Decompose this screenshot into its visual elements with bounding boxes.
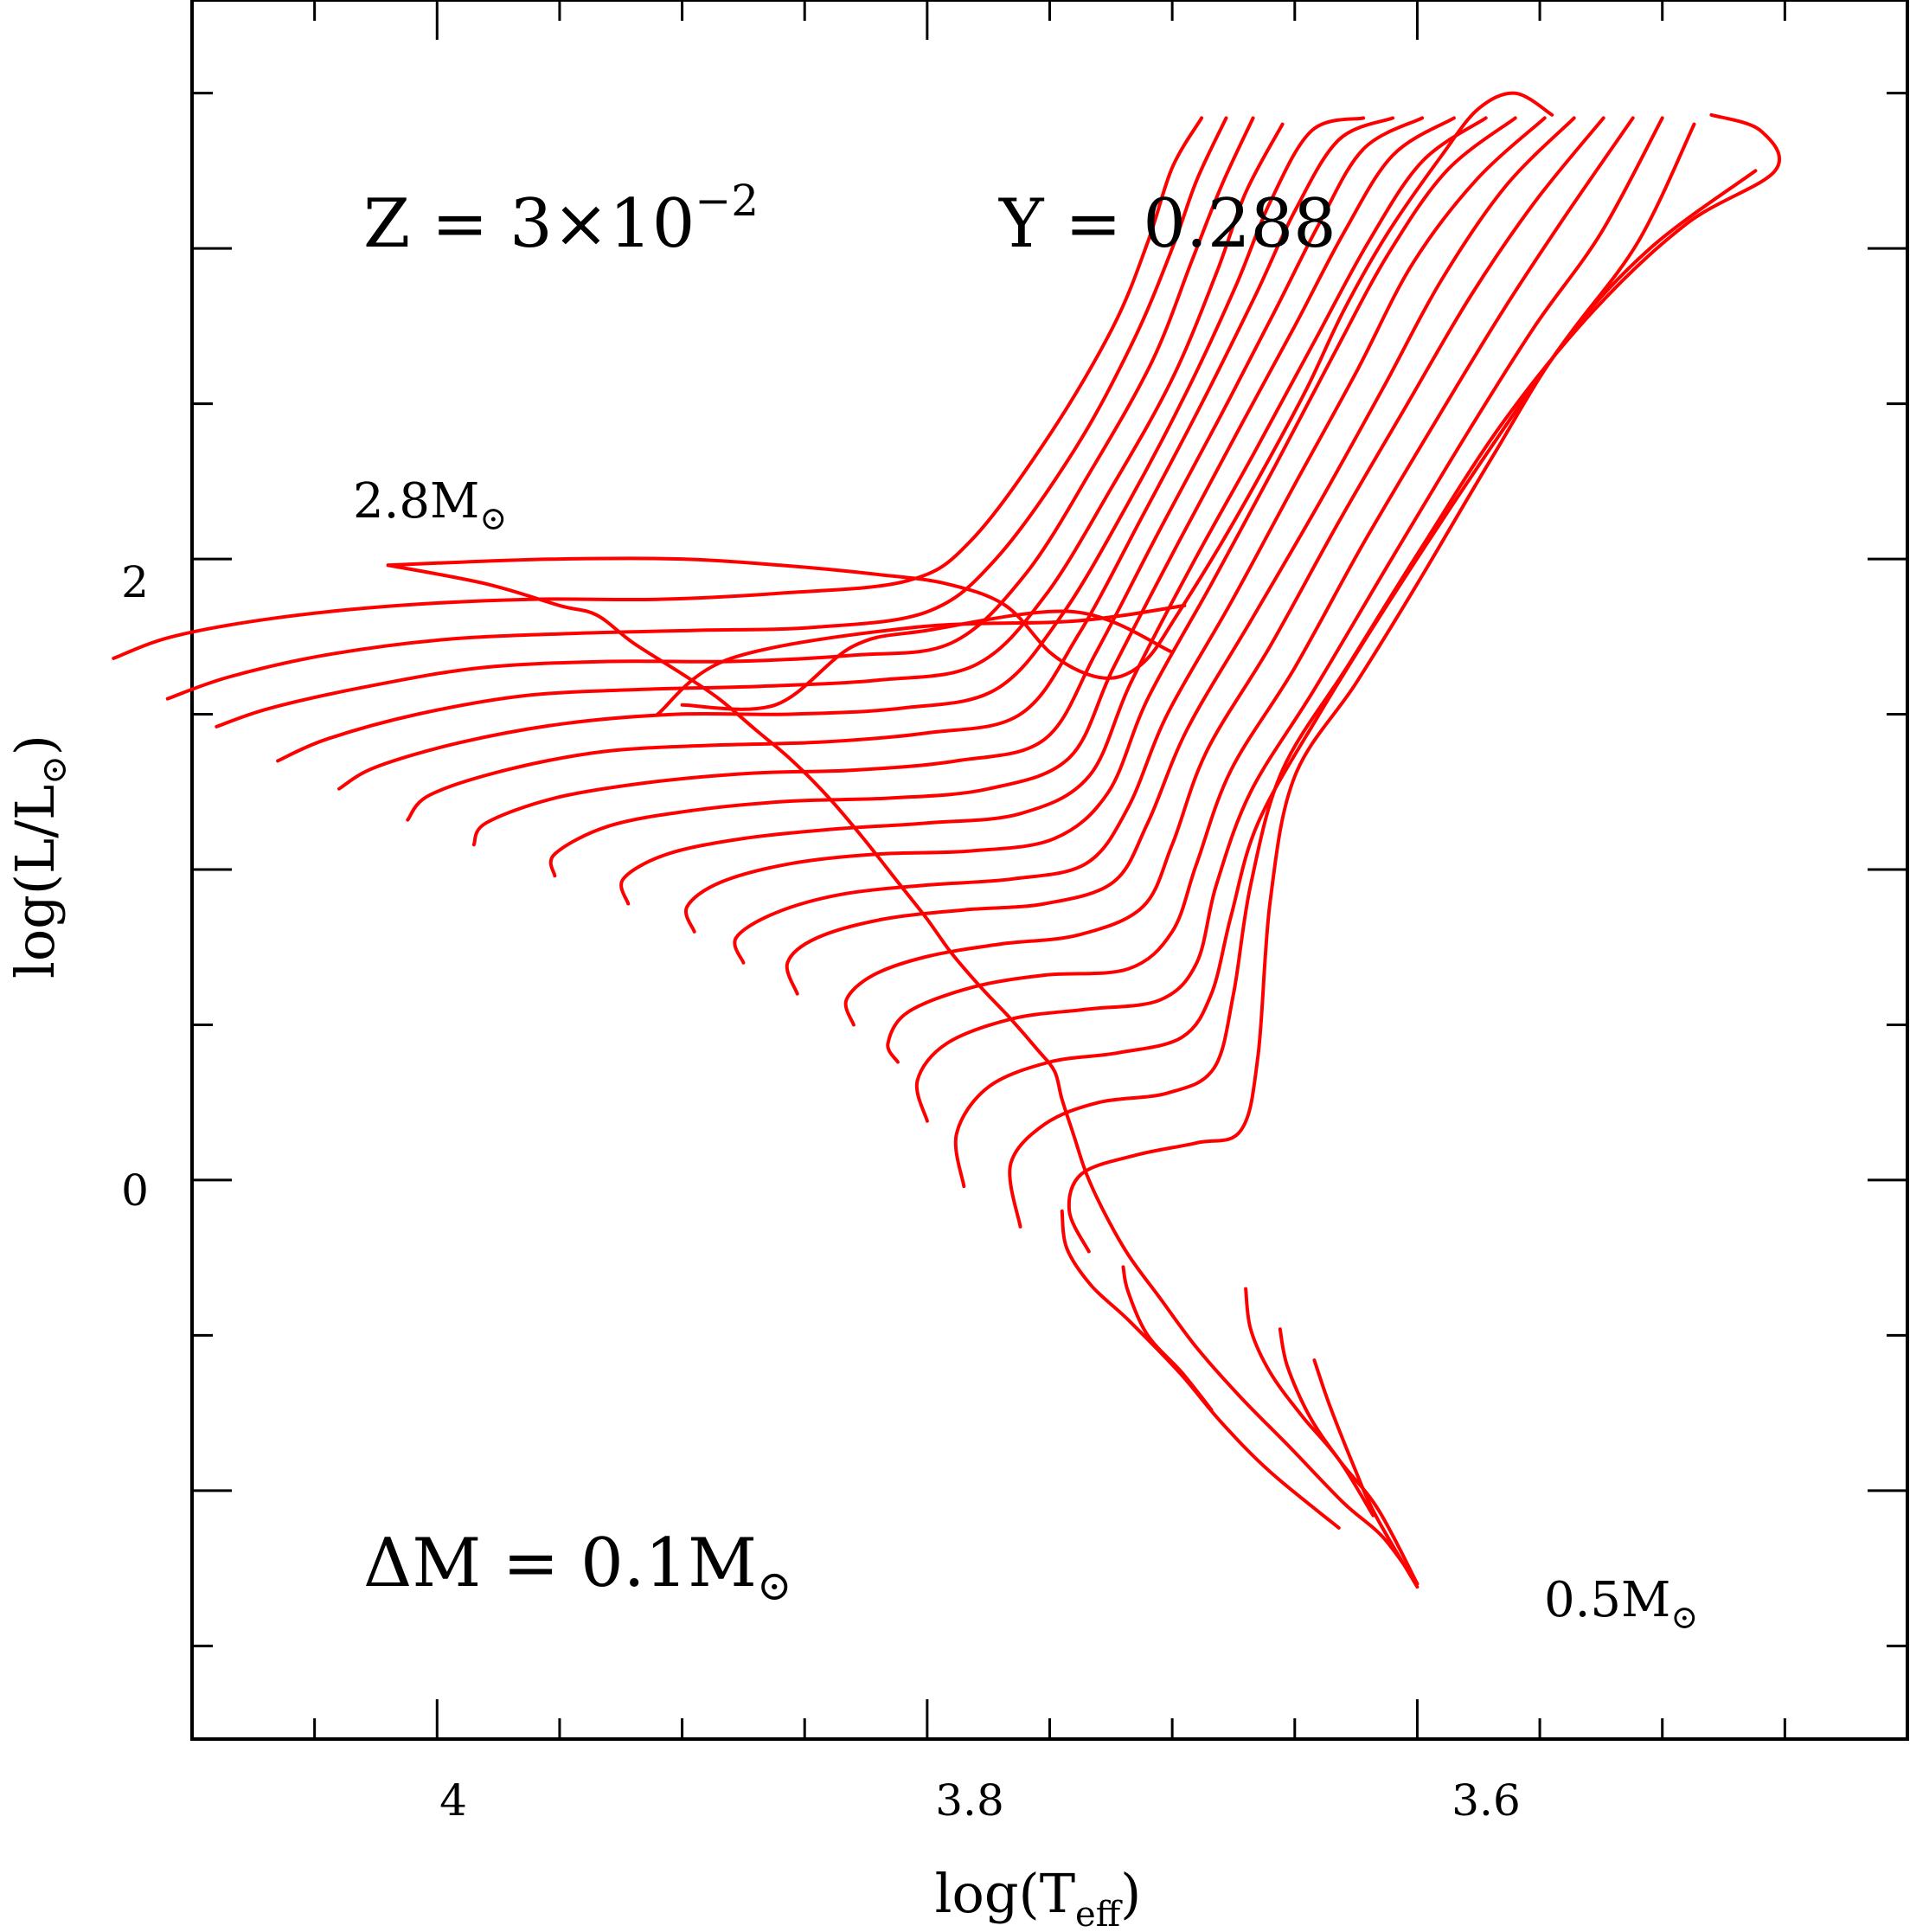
evolutionary-track-13 bbox=[684, 116, 1517, 934]
y-axis-label-end: ) bbox=[3, 735, 67, 755]
evolutionary-track-12 bbox=[733, 116, 1547, 965]
annotation-bottom-mass-base: 0.5M bbox=[1544, 1572, 1670, 1628]
annotation-top-mass-sun: ⊙ bbox=[479, 499, 507, 537]
annotation-bottom-mass-sun: ⊙ bbox=[1670, 1598, 1698, 1636]
evolutionary-track-4 bbox=[1060, 1209, 1341, 1530]
y-axis-label-sub: ⊙ bbox=[35, 755, 74, 785]
tick-layer bbox=[192, 0, 1907, 1739]
annotation-top-mass-base: 2.8M bbox=[353, 473, 479, 530]
annotation-metallicity-base: Z = 3×10 bbox=[363, 185, 695, 263]
evolutionary-track-22 bbox=[112, 116, 1204, 660]
y-tick-label: 2 bbox=[121, 557, 149, 607]
evolutionary-track-17 bbox=[406, 116, 1395, 822]
x-tick-label: 3.8 bbox=[935, 1775, 1004, 1826]
evolutionary-track-9 bbox=[886, 116, 1635, 1064]
evolutionary-track-24 bbox=[386, 563, 1420, 1586]
x-axis-label-sub: eff bbox=[1075, 1895, 1123, 1932]
x-axis-label: log(Teff) bbox=[935, 1862, 1142, 1932]
evolutionary-track-10 bbox=[843, 116, 1605, 1027]
x-tick-label: 4 bbox=[439, 1775, 467, 1826]
evolutionary-track-26 bbox=[656, 603, 1187, 716]
annotation-delta-mass-sun: ⊙ bbox=[757, 1562, 791, 1610]
y-axis-label: log(L/L⊙) bbox=[3, 735, 74, 979]
evolutionary-track-23 bbox=[386, 91, 1554, 680]
evolutionary-track-14 bbox=[619, 116, 1488, 906]
evolutionary-track-3 bbox=[1121, 1265, 1214, 1412]
evolutionary-track-18 bbox=[337, 116, 1366, 791]
evolutionary-track-2 bbox=[1244, 1287, 1375, 1518]
evolutionary-track-8 bbox=[914, 116, 1664, 1123]
evolutionary-track-11 bbox=[785, 116, 1576, 996]
evolutionary-track-0 bbox=[1312, 1358, 1420, 1589]
evolutionary-track-19 bbox=[276, 122, 1285, 763]
annotation-delta-mass: ΔM = 0.1M⊙ bbox=[363, 1524, 791, 1610]
y-tick-label: 0 bbox=[121, 1165, 149, 1216]
evolutionary-track-25 bbox=[680, 609, 1175, 711]
evolutionary-track-20 bbox=[215, 116, 1255, 729]
evolutionary-track-7 bbox=[953, 122, 1696, 1189]
x-axis-label-end: ) bbox=[1120, 1862, 1141, 1925]
annotation-top-mass: 2.8M⊙ bbox=[353, 473, 507, 537]
annotation-bottom-mass: 0.5M⊙ bbox=[1544, 1572, 1698, 1636]
annotation-metallicity-exp: −2 bbox=[695, 176, 759, 226]
annotation-metallicity: Z = 3×10−2 bbox=[363, 176, 759, 263]
annotation-delta-mass-base: ΔM = 0.1M bbox=[363, 1524, 757, 1602]
series-layer bbox=[112, 91, 1781, 1589]
annotation-helium: Y = 0.288 bbox=[998, 185, 1336, 263]
evolutionary-track-16 bbox=[471, 116, 1425, 847]
evolutionary-track-21 bbox=[165, 116, 1228, 701]
x-axis-label-base: log(T bbox=[935, 1862, 1075, 1925]
y-axis-label-base: log(L/L bbox=[3, 785, 67, 979]
x-tick-label: 3.6 bbox=[1452, 1775, 1521, 1826]
evolutionary-track-15 bbox=[548, 116, 1456, 878]
evolutionary-track-6 bbox=[1008, 112, 1781, 1229]
